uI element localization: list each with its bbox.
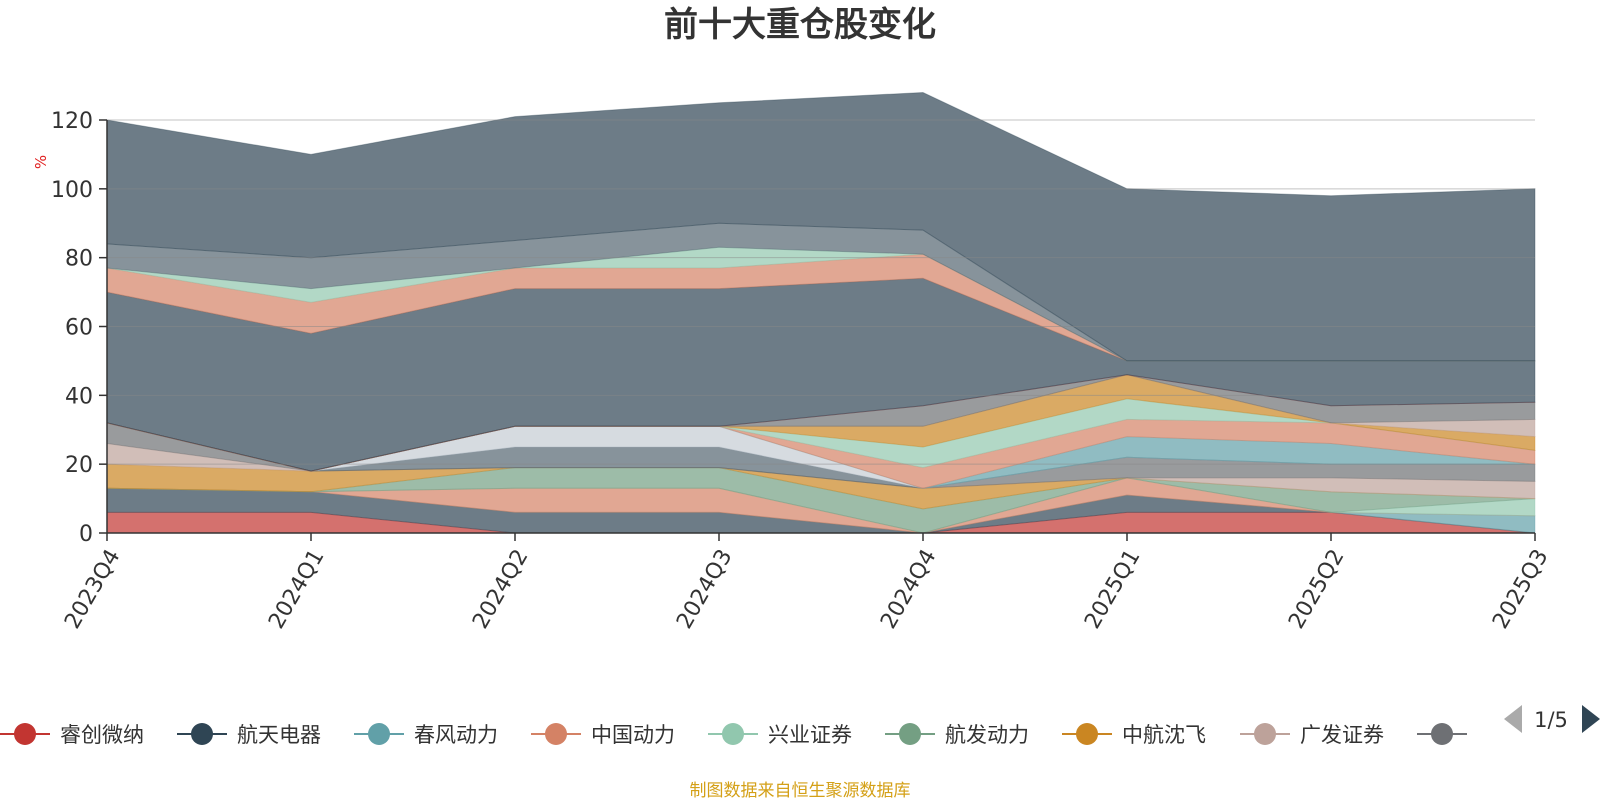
legend-pager: 1/5 (1504, 705, 1600, 733)
area-series-21 (106, 246, 1535, 362)
y-tick-label: 120 (51, 109, 93, 134)
legend-marker-icon (1076, 723, 1098, 745)
y-tick-label: 20 (65, 453, 93, 478)
y-tick-label: 60 (65, 316, 93, 341)
legend-marker-icon (722, 723, 744, 745)
y-axis-unit: % (32, 155, 50, 169)
legend-item[interactable]: 航天电器 (177, 723, 321, 747)
legend: 睿创微纳 航天电器 春风动力 中国动力 兴业证券 航发动力 中航沈飞 广发证券 (0, 723, 1467, 747)
legend-label: 航天电器 (237, 723, 321, 747)
legend-marker-icon (899, 723, 921, 745)
legend-label: 春风动力 (414, 723, 498, 747)
area-series-23 (106, 91, 1536, 362)
legend-label: 中国动力 (591, 723, 675, 747)
legend-label: 中航沈飞 (1122, 723, 1206, 747)
legend-item[interactable]: 兴业证券 (708, 723, 852, 747)
x-tick-label: 2025Q3 (1488, 545, 1553, 633)
x-tick-label: 2024Q2 (468, 545, 533, 633)
legend-label: 航发动力 (945, 723, 1029, 747)
chart-areas (106, 91, 1536, 534)
data-source-note: 制图数据来自恒生聚源数据库 (690, 781, 911, 800)
legend-marker-icon (368, 723, 390, 745)
legend-item[interactable]: 中航沈飞 (1062, 723, 1206, 747)
y-tick-label: 100 (51, 178, 93, 203)
x-tick-label: 2024Q3 (672, 545, 737, 633)
legend-page-indicator: 1/5 (1534, 708, 1568, 732)
y-tick-label: 80 (65, 247, 93, 272)
x-tick-label: 2023Q4 (60, 545, 125, 633)
legend-label: 兴业证券 (768, 723, 852, 747)
legend-item[interactable]: 广发证券 (1240, 723, 1384, 747)
x-tick-label: 2024Q4 (876, 545, 941, 633)
legend-marker-icon (14, 723, 36, 745)
legend-item[interactable]: 睿创微纳 (0, 723, 144, 747)
legend-marker-icon (1431, 723, 1453, 745)
grid-lines (107, 119, 1535, 465)
x-tick-label: 2024Q1 (264, 545, 329, 633)
legend-prev-icon[interactable] (1504, 705, 1522, 733)
legend-marker-icon (1254, 723, 1276, 745)
legend-item[interactable] (1417, 723, 1467, 745)
x-tick-label: 2025Q1 (1080, 545, 1145, 633)
legend-item[interactable]: 航发动力 (885, 723, 1029, 747)
legend-item[interactable]: 中国动力 (531, 723, 675, 747)
y-tick-label: 0 (79, 522, 93, 547)
legend-label: 广发证券 (1300, 723, 1384, 747)
y-tick-label: 40 (65, 384, 93, 409)
x-tick-label: 2025Q2 (1284, 545, 1349, 633)
legend-next-icon[interactable] (1582, 705, 1600, 733)
legend-label: 睿创微纳 (60, 723, 144, 747)
legend-item[interactable]: 春风动力 (354, 723, 498, 747)
legend-marker-icon (545, 723, 567, 745)
legend-marker-icon (191, 723, 213, 745)
chart-title: 前十大重仓股变化 (664, 5, 936, 45)
